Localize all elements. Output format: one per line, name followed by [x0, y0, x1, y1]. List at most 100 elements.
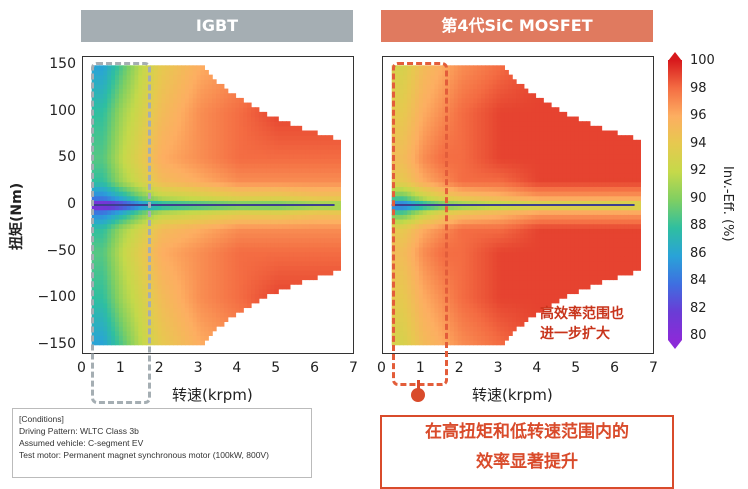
- efficiency-cell: [162, 298, 166, 303]
- efficiency-cell: [201, 70, 205, 75]
- efficiency-cell: [247, 186, 251, 191]
- efficiency-cell: [274, 158, 278, 163]
- efficiency-cell: [251, 117, 255, 122]
- efficiency-cell: [485, 335, 489, 340]
- efficiency-cell: [458, 280, 462, 285]
- efficiency-cell: [247, 252, 251, 257]
- efficiency-cell: [158, 144, 162, 149]
- efficiency-cell: [204, 186, 208, 191]
- efficiency-cell: [201, 331, 205, 336]
- efficiency-cell: [173, 214, 177, 219]
- efficiency-cell: [466, 177, 470, 182]
- efficiency-cell: [259, 177, 263, 182]
- efficiency-cell: [473, 84, 477, 89]
- efficiency-cell: [477, 275, 481, 280]
- efficiency-cell: [158, 131, 162, 136]
- efficiency-cell: [243, 210, 247, 215]
- efficiency-cell: [267, 210, 271, 215]
- efficiency-cell: [189, 242, 193, 247]
- efficiency-cell: [197, 191, 201, 196]
- efficiency-cell: [166, 261, 170, 266]
- efficiency-cell: [473, 135, 477, 140]
- efficiency-cell: [454, 149, 458, 154]
- efficiency-cell: [469, 168, 473, 173]
- efficiency-cell: [169, 331, 173, 336]
- efficiency-cell: [466, 117, 470, 122]
- efficiency-cell: [216, 182, 220, 187]
- efficiency-cell: [177, 75, 181, 80]
- efficiency-cell: [235, 121, 239, 126]
- efficiency-cell: [469, 233, 473, 238]
- efficiency-cell: [197, 303, 201, 308]
- efficiency-cell: [504, 289, 508, 294]
- efficiency-cell: [193, 154, 197, 159]
- efficiency-cell: [290, 177, 294, 182]
- efficiency-cell: [185, 65, 189, 70]
- efficiency-cell: [485, 284, 489, 289]
- efficiency-cell: [232, 172, 236, 177]
- efficiency-cell: [162, 107, 166, 112]
- efficiency-cell: [220, 242, 224, 247]
- efficiency-cell: [204, 103, 208, 108]
- efficiency-cell: [466, 280, 470, 285]
- efficiency-cell: [181, 172, 185, 177]
- efficiency-cell: [177, 196, 181, 201]
- efficiency-cell: [193, 238, 197, 243]
- efficiency-cell: [305, 182, 309, 187]
- efficiency-cell: [181, 144, 185, 149]
- efficiency-cell: [270, 284, 274, 289]
- efficiency-cell: [189, 340, 193, 345]
- efficiency-cell: [247, 247, 251, 252]
- efficiency-cell: [501, 126, 505, 131]
- efficiency-cell: [473, 293, 477, 298]
- efficiency-cell: [477, 168, 481, 173]
- efficiency-cell: [462, 107, 466, 112]
- efficiency-cell: [162, 303, 166, 308]
- efficiency-cell: [181, 163, 185, 168]
- efficiency-cell: [162, 144, 166, 149]
- efficiency-cell: [270, 149, 274, 154]
- efficiency-cell: [317, 219, 321, 224]
- efficiency-cell: [489, 219, 493, 224]
- efficiency-cell: [313, 228, 317, 233]
- efficiency-cell: [473, 154, 477, 159]
- efficiency-cell: [325, 233, 329, 238]
- efficiency-cell: [489, 210, 493, 215]
- efficiency-cell: [450, 177, 454, 182]
- efficiency-cell: [294, 149, 298, 154]
- efficiency-cell: [450, 107, 454, 112]
- efficiency-cell: [302, 214, 306, 219]
- efficiency-cell: [232, 247, 236, 252]
- efficiency-cell: [224, 224, 228, 229]
- efficiency-cell: [228, 242, 232, 247]
- efficiency-cell: [166, 252, 170, 257]
- efficiency-cell: [337, 238, 341, 243]
- efficiency-cell: [235, 252, 239, 257]
- efficiency-cell: [454, 93, 458, 98]
- efficiency-cell: [173, 284, 177, 289]
- efficiency-cell: [216, 247, 220, 252]
- efficiency-cell: [251, 158, 255, 163]
- efficiency-cell: [497, 275, 501, 280]
- efficiency-cell: [473, 266, 477, 271]
- efficiency-cell: [329, 144, 333, 149]
- efficiency-cell: [270, 158, 274, 163]
- efficiency-cell: [255, 238, 259, 243]
- efficiency-cell: [251, 149, 255, 154]
- efficiency-cell: [473, 98, 477, 103]
- efficiency-cell: [469, 158, 473, 163]
- efficiency-cell: [193, 303, 197, 308]
- efficiency-cell: [462, 275, 466, 280]
- efficiency-cell: [259, 117, 263, 122]
- efficiency-cell: [489, 238, 493, 243]
- efficiency-cell: [239, 177, 243, 182]
- efficiency-cell: [462, 117, 466, 122]
- efficiency-cell: [290, 182, 294, 187]
- efficiency-cell: [193, 340, 197, 345]
- efficiency-cell: [290, 266, 294, 271]
- efficiency-cell: [251, 163, 255, 168]
- efficiency-cell: [305, 233, 309, 238]
- efficiency-cell: [208, 144, 212, 149]
- efficiency-cell: [177, 131, 181, 136]
- efficiency-cell: [204, 270, 208, 275]
